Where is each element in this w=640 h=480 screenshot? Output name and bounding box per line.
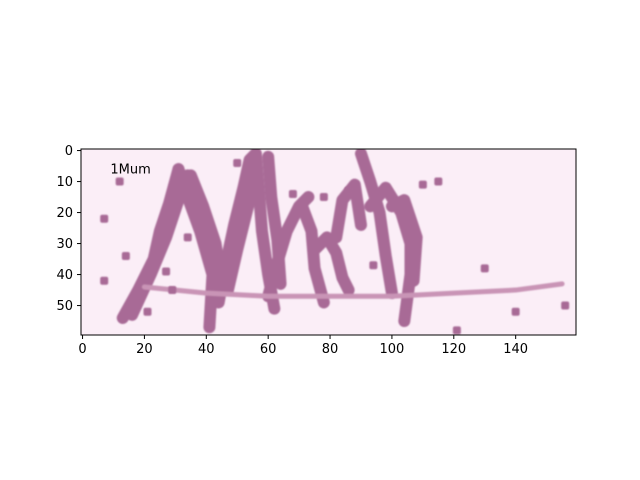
noise-speck	[319, 193, 328, 202]
noise-speck	[233, 158, 242, 167]
captcha-glyph-stroke	[354, 149, 398, 300]
x-tick-label: 120	[441, 342, 466, 357]
captcha-underline-stroke	[141, 281, 565, 299]
captcha-glyph-stroke	[308, 231, 355, 297]
x-tick-label: 100	[380, 342, 405, 357]
y-axis: 0 10 20 30 40 50	[56, 144, 81, 314]
noise-speck	[511, 307, 520, 316]
y-tick-label: 0	[65, 144, 73, 159]
captcha-glyph-stroke	[221, 169, 262, 297]
x-tick-label: 140	[503, 342, 528, 357]
noise-speck	[100, 214, 109, 223]
noise-speck	[162, 267, 171, 276]
x-axis: 0 20 40 60 80 100 120 140	[78, 335, 528, 357]
y-tick-label: 40	[56, 268, 73, 283]
x-tick-label: 20	[136, 342, 153, 357]
noise-speck	[288, 189, 297, 198]
noise-speck	[480, 264, 489, 273]
x-tick-label: 60	[260, 342, 277, 357]
noise-speck	[418, 180, 427, 189]
captcha-glyph-stroke	[184, 169, 228, 290]
noise-speck	[100, 276, 109, 285]
captcha-strokes	[116, 149, 565, 334]
noise-speck	[561, 301, 570, 310]
y-tick-label: 10	[56, 175, 73, 190]
axes-frame	[80, 148, 577, 336]
noise-speck	[121, 251, 130, 260]
noise-speck	[369, 261, 378, 270]
x-tick-label: 0	[78, 342, 86, 357]
captcha-glyph-stroke	[385, 194, 423, 287]
noise-speck	[168, 286, 177, 295]
noise-speck	[344, 186, 353, 195]
noise-speck	[452, 326, 461, 335]
annotation-text: 1Mum	[110, 163, 150, 178]
y-tick-label: 50	[56, 299, 73, 314]
noise-speck	[143, 307, 152, 316]
noise-speck	[115, 177, 124, 186]
captcha-noise-specks	[100, 158, 570, 335]
x-tick-label: 40	[198, 342, 215, 357]
noise-speck	[183, 233, 192, 242]
y-tick-label: 30	[56, 237, 73, 252]
y-tick-label: 20	[56, 206, 73, 221]
noise-speck	[434, 177, 443, 186]
x-tick-label: 80	[322, 342, 339, 357]
captcha-image	[81, 149, 576, 335]
